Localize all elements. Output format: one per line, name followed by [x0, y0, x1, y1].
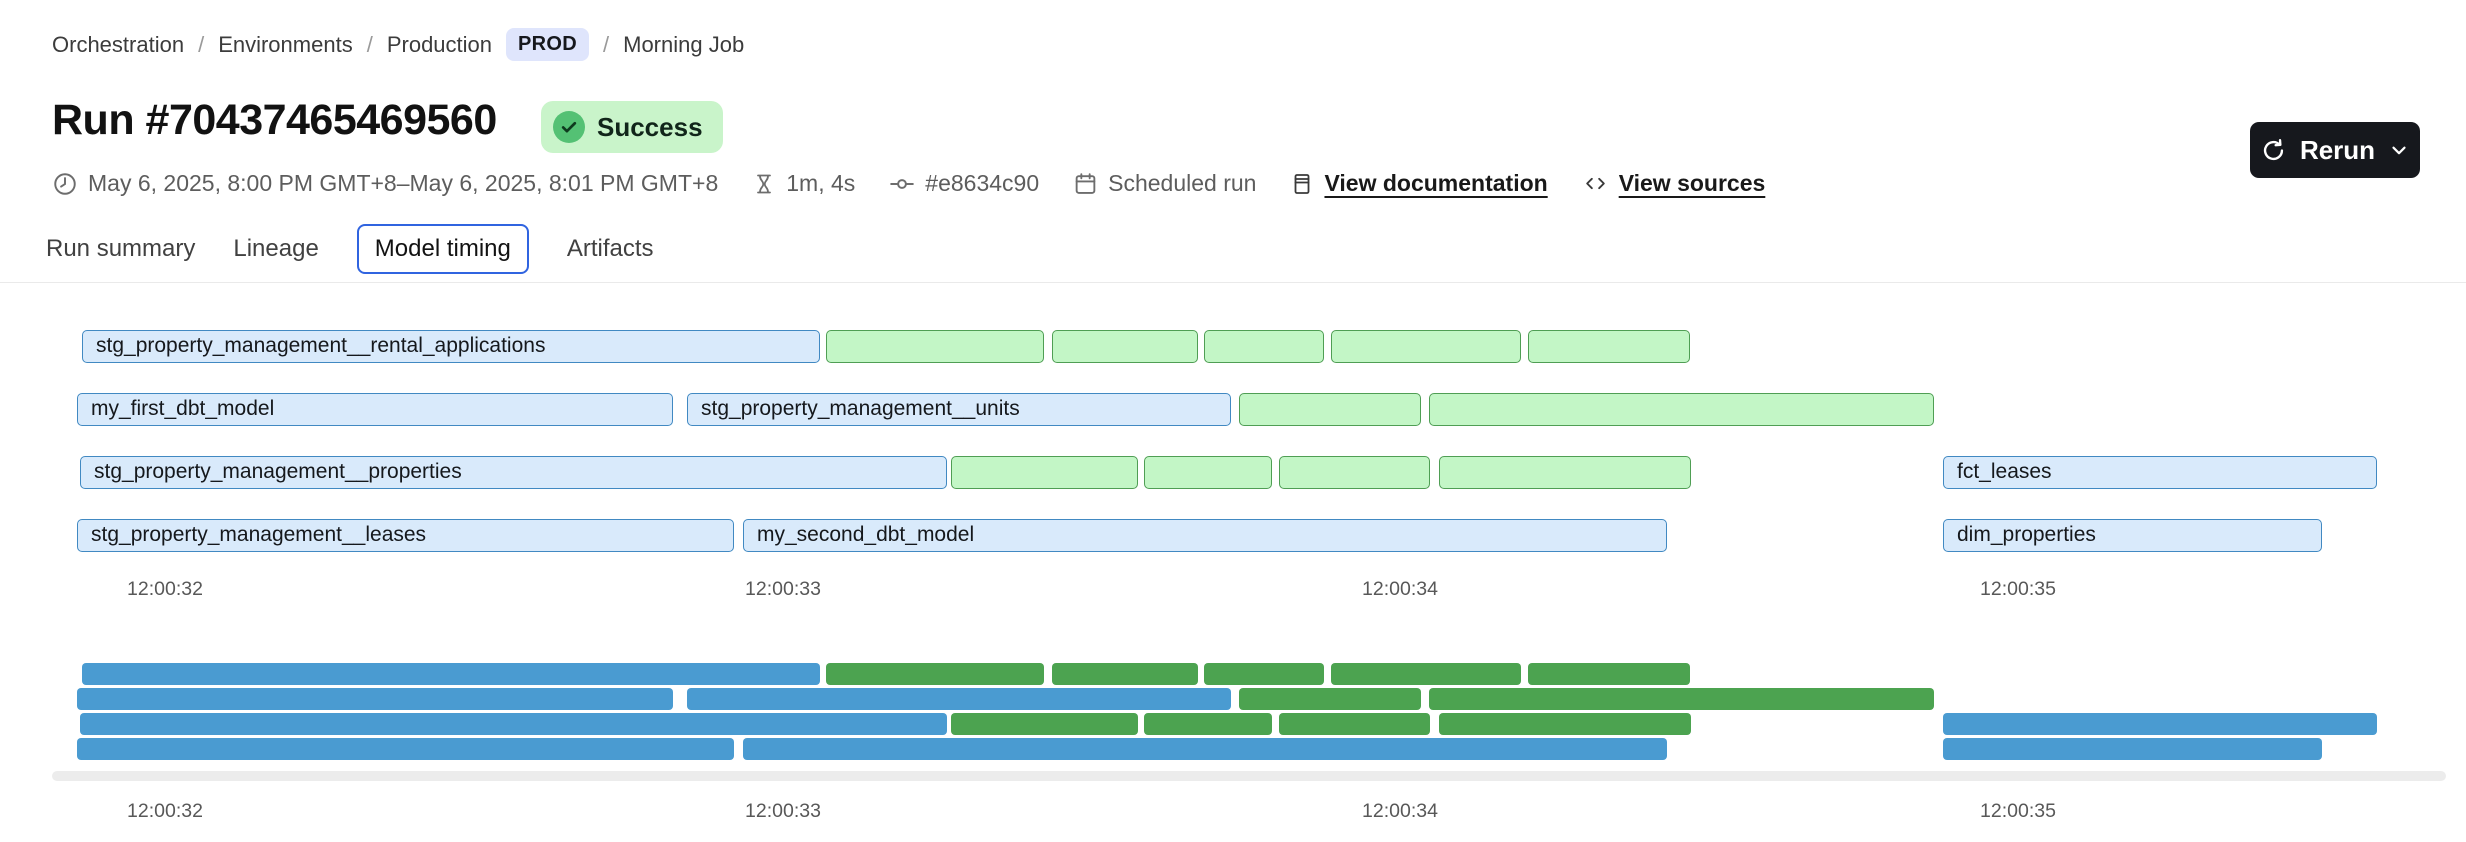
gantt-bar[interactable] — [951, 456, 1138, 489]
gantt-bar-my_first_dbt_model[interactable]: my_first_dbt_model — [77, 393, 673, 426]
gantt-bar-dim_properties[interactable]: dim_properties — [1943, 519, 2322, 552]
minimap-bar — [1239, 688, 1421, 710]
gantt-bar-stg_property_management__leases[interactable]: stg_property_management__leases — [77, 519, 734, 552]
git-commit-icon — [889, 171, 915, 197]
tab-run-summary[interactable]: Run summary — [46, 235, 196, 262]
gantt-bar-label: stg_property_management__leases — [91, 523, 427, 546]
timeline-axis-label: 12:00:35 — [1980, 578, 2056, 600]
minimap-brush-track[interactable] — [52, 771, 2446, 781]
gantt-bar[interactable] — [1279, 456, 1430, 489]
tab-artifacts[interactable]: Artifacts — [566, 235, 654, 262]
view-sources-link[interactable]: View sources — [1582, 170, 1765, 197]
minimap-bar — [77, 688, 673, 710]
timeline-axis-label: 12:00:32 — [127, 578, 203, 600]
minimap-axis-label: 12:00:32 — [127, 800, 203, 822]
gantt-bar-stg_property_management__rental_applications[interactable]: stg_property_management__rental_applicat… — [82, 330, 820, 363]
environment-badge: PROD — [506, 28, 589, 61]
rerun-button[interactable]: Rerun — [2250, 122, 2420, 178]
view-documentation-link[interactable]: View documentation — [1290, 170, 1548, 197]
tab-bar: Run summary Lineage Model timing Artifacts — [46, 224, 654, 274]
status-label: Success — [597, 111, 703, 142]
gantt-bar-fct_leases[interactable]: fct_leases — [1943, 456, 2377, 489]
gantt-bar[interactable] — [1239, 393, 1421, 426]
minimap-axis-label: 12:00:33 — [745, 800, 821, 822]
page-title: Run #70437465469560 — [52, 96, 497, 144]
minimap-bar — [1943, 713, 2377, 735]
minimap-bar — [1279, 713, 1430, 735]
gantt-bar-label: stg_property_management__properties — [94, 460, 462, 483]
gantt-bar[interactable] — [1204, 330, 1324, 363]
tabs-divider — [0, 282, 2466, 283]
minimap-bar — [82, 663, 820, 685]
minimap-bar — [1204, 663, 1324, 685]
run-trigger: Scheduled run — [1073, 170, 1256, 197]
minimap-axis-label: 12:00:35 — [1980, 800, 2056, 822]
code-icon — [1582, 171, 1609, 196]
gantt-bar[interactable] — [1331, 330, 1521, 363]
breadcrumb-separator: / — [366, 31, 373, 57]
minimap-bar — [1144, 713, 1272, 735]
gantt-bar-label: stg_property_management__rental_applicat… — [96, 334, 546, 357]
minimap-bar — [687, 688, 1231, 710]
gantt-bar-stg_property_management__units[interactable]: stg_property_management__units — [687, 393, 1231, 426]
run-duration: 1m, 4s — [752, 170, 855, 197]
minimap-bar — [1943, 738, 2322, 760]
gantt-bar-label: my_first_dbt_model — [91, 397, 275, 420]
gantt-bar-stg_property_management__properties[interactable]: stg_property_management__properties — [80, 456, 947, 489]
gantt-bar-my_second_dbt_model[interactable]: my_second_dbt_model — [743, 519, 1667, 552]
breadcrumb-item-current[interactable]: Morning Job — [623, 31, 745, 57]
document-icon — [1290, 171, 1314, 197]
commit-hash: #e8634c90 — [889, 170, 1039, 197]
timeline-axis-label: 12:00:34 — [1362, 578, 1438, 600]
breadcrumb-item-environments[interactable]: Environments — [218, 31, 353, 57]
minimap-axis-label: 12:00:34 — [1362, 800, 1438, 822]
minimap-bar — [743, 738, 1667, 760]
gantt-bar-label: stg_property_management__units — [701, 397, 1020, 420]
minimap-bar — [1052, 663, 1198, 685]
gantt-bar[interactable] — [1052, 330, 1198, 363]
calendar-icon — [1073, 171, 1098, 196]
tab-model-timing[interactable]: Model timing — [356, 224, 529, 274]
timeline-axis-label: 12:00:33 — [745, 578, 821, 600]
minimap-bar — [1439, 713, 1691, 735]
gantt-bar-label: fct_leases — [1957, 460, 2052, 483]
gantt-bar[interactable] — [1528, 330, 1690, 363]
run-meta-row: May 6, 2025, 8:00 PM GMT+8–May 6, 2025, … — [52, 170, 1765, 197]
minimap-bar — [1429, 688, 1934, 710]
breadcrumb-item-orchestration[interactable]: Orchestration — [52, 31, 185, 57]
hourglass-icon — [752, 171, 776, 197]
clock-icon — [52, 171, 78, 197]
status-badge: Success — [541, 101, 723, 153]
minimap-bar — [1528, 663, 1690, 685]
minimap-bar — [80, 713, 947, 735]
minimap-bar — [826, 663, 1044, 685]
gantt-bar[interactable] — [826, 330, 1044, 363]
chevron-down-icon — [2388, 139, 2410, 161]
minimap-bar — [77, 738, 734, 760]
gantt-bar[interactable] — [1439, 456, 1691, 489]
run-time-range: May 6, 2025, 8:00 PM GMT+8–May 6, 2025, … — [52, 170, 718, 197]
breadcrumb-item-production[interactable]: Production — [386, 31, 493, 57]
gantt-bar[interactable] — [1144, 456, 1272, 489]
rerun-label: Rerun — [2299, 134, 2376, 165]
success-check-icon — [553, 111, 585, 143]
breadcrumb: Orchestration / Environments / Production PRO… — [52, 28, 744, 61]
minimap-bar — [951, 713, 1138, 735]
minimap-bar — [1331, 663, 1521, 685]
breadcrumb-separator: / — [603, 31, 610, 57]
gantt-bar[interactable] — [1429, 393, 1934, 426]
tab-lineage[interactable]: Lineage — [233, 235, 319, 262]
breadcrumb-separator: / — [198, 31, 205, 57]
gantt-bar-label: dim_properties — [1957, 523, 2096, 546]
gantt-bar-label: my_second_dbt_model — [757, 523, 975, 546]
refresh-icon — [2260, 137, 2287, 164]
